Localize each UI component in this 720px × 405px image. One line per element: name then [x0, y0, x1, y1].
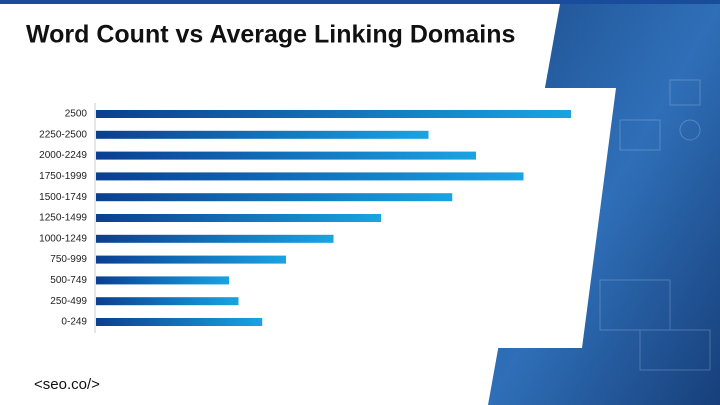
category-label: 0-249 — [61, 317, 87, 328]
category-label: 1000-1249 — [39, 233, 87, 244]
bar — [96, 130, 429, 139]
photo-decor — [599, 79, 711, 371]
bar — [96, 172, 524, 181]
category-label: 1250-1499 — [39, 213, 87, 224]
bar — [96, 297, 239, 306]
bar — [96, 276, 229, 285]
category-label: 750-999 — [50, 254, 87, 265]
category-label: 2500 — [65, 109, 88, 120]
category-label: 250-499 — [50, 296, 87, 307]
category-label: 500-749 — [50, 275, 87, 286]
bar — [96, 110, 571, 118]
category-label: 1500-1749 — [39, 192, 87, 203]
bar — [96, 151, 476, 160]
bar — [96, 234, 334, 243]
footer-logo: <seo.co/> — [34, 376, 100, 393]
top-stripe — [0, 0, 720, 4]
category-label: 2000-2249 — [39, 150, 87, 161]
category-label: 1750-1999 — [39, 171, 87, 182]
bar — [96, 255, 286, 264]
bar — [96, 214, 381, 222]
bar — [96, 193, 453, 202]
chart-title: Word Count vs Average Linking Domains — [26, 21, 515, 49]
category-label: 2250-2500 — [39, 129, 87, 140]
bar — [96, 318, 263, 326]
